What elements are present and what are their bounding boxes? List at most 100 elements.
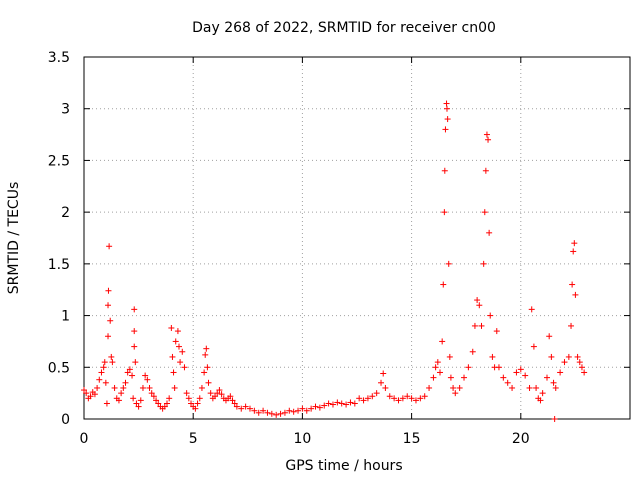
x-tick-labels: 0 5 10 15 20 — [80, 431, 530, 447]
y-tick-label: 1.5 — [48, 257, 70, 273]
y-tick-label: 0 — [61, 412, 70, 428]
data-point — [142, 372, 149, 379]
y-tick-label: 1 — [61, 309, 70, 325]
data-point — [386, 393, 393, 400]
data-point — [83, 390, 90, 397]
data-point — [179, 348, 186, 355]
data-point — [148, 390, 155, 397]
data-point — [153, 397, 160, 404]
data-point — [364, 395, 371, 402]
data-point — [203, 345, 210, 352]
data-point — [131, 306, 138, 313]
data-point — [576, 359, 583, 366]
data-point — [139, 384, 146, 391]
data-point — [412, 397, 419, 404]
data-point — [522, 372, 529, 379]
y-tick-label: 0.5 — [48, 360, 70, 376]
data-point — [485, 136, 492, 143]
data-point — [544, 374, 551, 381]
data-point — [172, 338, 179, 345]
data-point — [486, 229, 493, 236]
data-point — [546, 333, 553, 340]
data-point — [242, 403, 249, 410]
data-point — [526, 384, 533, 391]
data-point — [321, 402, 328, 409]
data-point — [443, 105, 450, 112]
data-point — [161, 403, 168, 410]
data-point — [504, 379, 511, 386]
data-point — [481, 209, 488, 216]
data-point — [196, 395, 203, 402]
data-point — [445, 260, 452, 267]
data-point — [474, 297, 481, 304]
data-point — [537, 397, 544, 404]
data-point — [533, 384, 540, 391]
data-point — [170, 369, 177, 376]
data-point — [561, 359, 568, 366]
data-point — [229, 397, 236, 404]
data-point — [572, 291, 579, 298]
data-point — [557, 369, 564, 376]
data-point — [131, 328, 138, 335]
data-point — [188, 400, 195, 407]
data-point — [489, 353, 496, 360]
data-point — [299, 405, 306, 412]
data-point — [94, 384, 101, 391]
data-point — [194, 400, 201, 407]
data-point — [430, 374, 437, 381]
data-point — [277, 410, 284, 417]
data-point — [132, 359, 139, 366]
data-point — [214, 390, 221, 397]
data-point — [478, 322, 485, 329]
data-point — [105, 333, 112, 340]
data-point — [177, 359, 184, 366]
data-point — [146, 384, 153, 391]
data-point — [570, 248, 577, 255]
data-points — [81, 100, 588, 422]
data-point — [227, 393, 234, 400]
data-point — [450, 384, 457, 391]
data-point — [548, 353, 555, 360]
data-point — [565, 353, 572, 360]
data-point — [118, 390, 125, 397]
data-point — [181, 364, 188, 371]
y-axis-label: SRMTID / TECUs — [6, 182, 22, 295]
data-point — [176, 343, 183, 350]
data-point — [150, 393, 157, 400]
data-point — [382, 384, 389, 391]
data-point — [571, 240, 578, 247]
data-point — [133, 400, 140, 407]
data-point — [426, 384, 433, 391]
data-point — [487, 312, 494, 319]
y-tick-label: 2.5 — [48, 153, 70, 169]
data-point — [144, 376, 151, 383]
data-point — [552, 384, 559, 391]
data-point — [255, 409, 262, 416]
data-point — [103, 400, 110, 407]
data-point — [443, 100, 450, 107]
data-point — [550, 379, 557, 386]
data-point — [395, 397, 402, 404]
data-point — [325, 400, 332, 407]
data-point — [513, 369, 520, 376]
x-tick-label: 10 — [293, 431, 311, 447]
data-point — [273, 411, 280, 418]
y-tick-label: 3 — [61, 102, 70, 118]
data-point — [469, 348, 476, 355]
data-point — [124, 369, 131, 376]
data-point — [408, 395, 415, 402]
data-point — [528, 306, 535, 313]
data-point — [308, 405, 315, 412]
x-axis-label: GPS time / hours — [285, 458, 402, 474]
data-point — [115, 397, 122, 404]
data-point — [251, 407, 258, 414]
chart-title: Day 268 of 2022, SRMTID for receiver cn0… — [192, 20, 496, 36]
data-point — [130, 395, 137, 402]
data-point — [168, 324, 175, 331]
data-point — [171, 384, 178, 391]
data-point — [440, 281, 447, 288]
y-tick-label: 3.5 — [48, 50, 70, 66]
data-point — [343, 401, 350, 408]
data-point — [442, 126, 449, 133]
data-point — [126, 366, 133, 373]
